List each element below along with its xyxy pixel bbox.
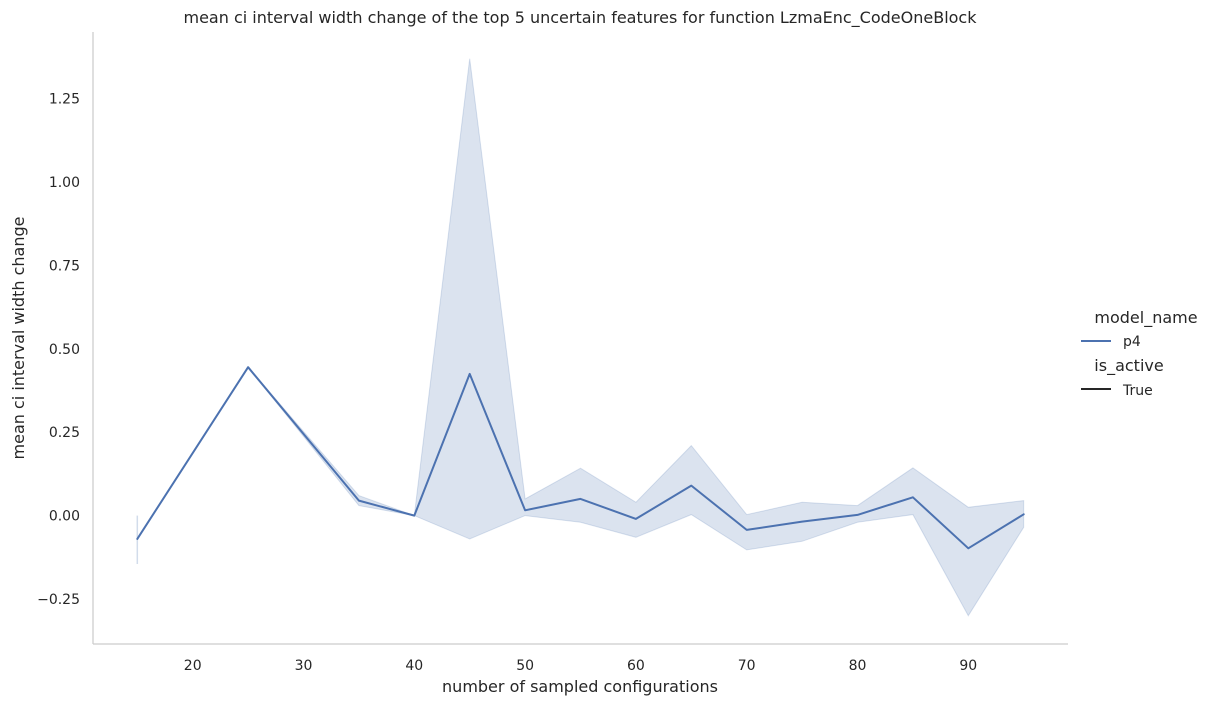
x-axis-label: number of sampled configurations bbox=[442, 677, 718, 696]
data-point-70 bbox=[745, 528, 749, 532]
y-tick-label: 0.75 bbox=[49, 258, 80, 274]
chart-title: mean ci interval width change of the top… bbox=[184, 8, 978, 28]
y-tick-label: 0.00 bbox=[49, 509, 80, 525]
y-tick-label: 0.50 bbox=[49, 342, 80, 358]
x-tick-label: 90 bbox=[959, 658, 977, 674]
data-point-90 bbox=[966, 546, 970, 550]
legend-label-true: True bbox=[1122, 383, 1153, 399]
y-axis-ticks: −0.25 0.00 0.25 0.50 0.75 1.00 1.25 bbox=[37, 92, 80, 608]
y-axis-label: mean ci interval width change bbox=[9, 217, 28, 460]
data-point-65 bbox=[689, 484, 693, 488]
y-tick-label: 0.25 bbox=[49, 425, 80, 441]
series-line-p4 bbox=[136, 366, 1025, 550]
y-tick-label: 1.25 bbox=[49, 92, 80, 108]
y-tick-label: −0.25 bbox=[37, 592, 80, 608]
x-tick-label: 80 bbox=[849, 658, 867, 674]
data-point-95 bbox=[1022, 512, 1026, 516]
x-tick-label: 30 bbox=[295, 658, 313, 674]
legend: model_name p4 is_active True bbox=[1081, 308, 1198, 399]
plot-area bbox=[135, 58, 1026, 617]
confidence-band bbox=[247, 58, 1025, 617]
data-point-15 bbox=[135, 537, 139, 541]
legend-label-p4: p4 bbox=[1123, 334, 1141, 350]
x-axis-ticks: 20 30 40 50 60 70 80 90 bbox=[184, 658, 977, 674]
data-point-75 bbox=[800, 520, 804, 524]
data-point-35 bbox=[357, 499, 361, 503]
x-tick-label: 50 bbox=[516, 658, 534, 674]
y-tick-label: 1.00 bbox=[49, 175, 80, 191]
data-point-55 bbox=[579, 497, 583, 501]
data-point-50 bbox=[523, 508, 527, 512]
x-tick-label: 60 bbox=[627, 658, 645, 674]
data-point-45 bbox=[468, 372, 472, 376]
data-point-40 bbox=[412, 514, 416, 518]
x-tick-label: 40 bbox=[405, 658, 423, 674]
legend-title-model-name: model_name bbox=[1094, 308, 1197, 328]
legend-title-is-active: is_active bbox=[1094, 356, 1163, 376]
data-point-60 bbox=[634, 517, 638, 521]
data-point-80 bbox=[855, 513, 859, 517]
data-point-85 bbox=[911, 495, 915, 499]
x-tick-label: 70 bbox=[738, 658, 756, 674]
x-tick-label: 20 bbox=[184, 658, 202, 674]
data-point-25 bbox=[246, 365, 250, 369]
